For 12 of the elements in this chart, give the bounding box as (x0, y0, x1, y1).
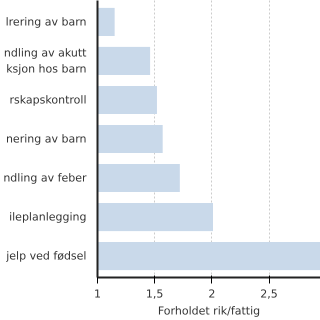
x-tick-label: 1 (94, 288, 101, 300)
y-tick-label: ndling av akutt ksjon hos barn (4, 46, 88, 76)
x-tick-label: 2,5 (260, 288, 278, 300)
y-tick-label: ileplanlegging (9, 210, 87, 224)
y-tick-label: jelp ved fødsel (5, 250, 87, 263)
x-tick-label: 1,5 (146, 288, 164, 300)
x-axis-title: Forholdet rik/fattig (158, 304, 260, 318)
y-tick-label: ndling av feber (3, 172, 87, 185)
y-tick-label: lrering av barn (6, 15, 87, 28)
y-tick-label: rskapskontroll (10, 93, 86, 106)
x-tick-label: 2 (208, 288, 216, 300)
y-tick-label: nering av barn (6, 132, 87, 146)
